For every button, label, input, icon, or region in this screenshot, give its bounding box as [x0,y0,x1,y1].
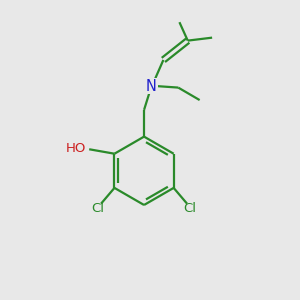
Text: Cl: Cl [92,202,105,214]
Text: N: N [146,79,157,94]
Text: HO: HO [66,142,86,155]
Text: Cl: Cl [184,202,196,214]
